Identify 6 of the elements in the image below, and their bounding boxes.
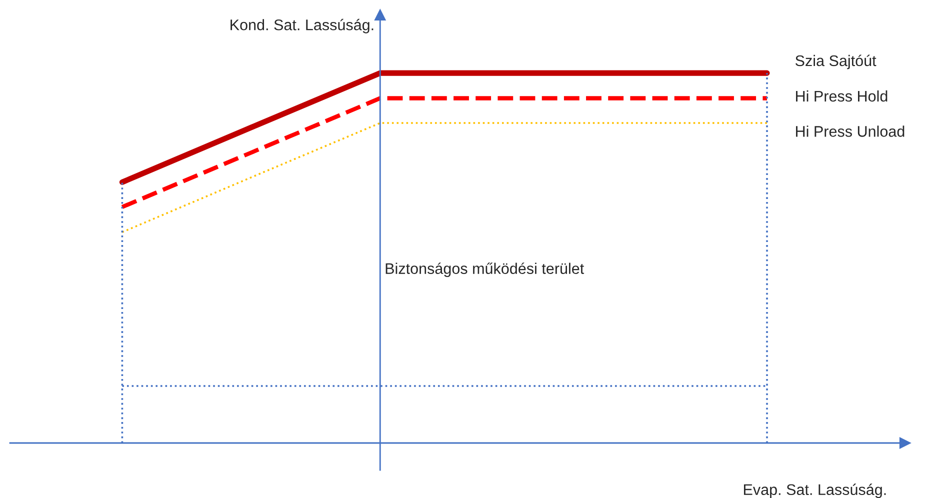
annotation: Biztonságos működési terület <box>386 262 584 278</box>
series-label: Hi Press Hold <box>796 90 888 102</box>
x-axis-title: Evap. Sat. Lassúság. <box>744 484 886 498</box>
series-label: Szia Sajtóút <box>795 54 876 70</box>
series-label: Hi Press Unload <box>796 126 904 137</box>
y-axis-title: Kond. Sat. Lassúság. <box>230 18 374 34</box>
